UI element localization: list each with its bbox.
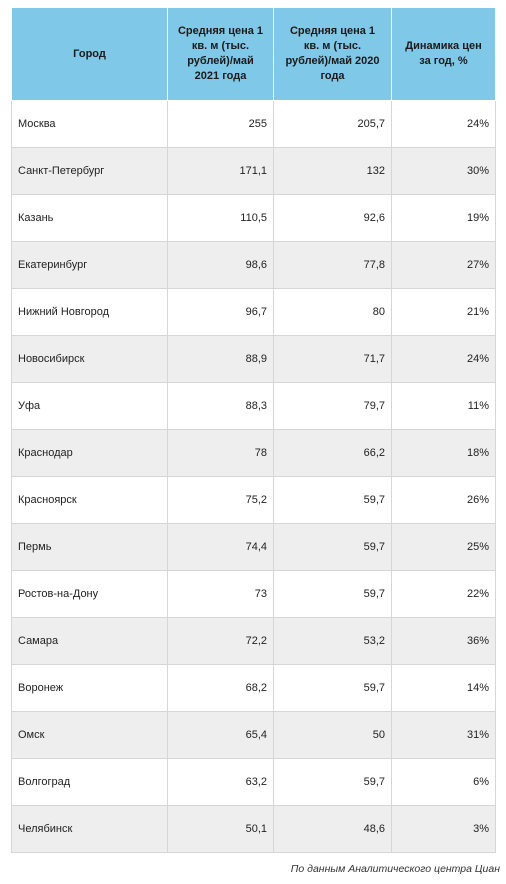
cell-price-2021: 50,1: [167, 805, 274, 853]
cell-city: Красноярск: [11, 476, 168, 524]
cell-price-2021: 171,1: [167, 147, 274, 195]
table-row: Волгоград 63,2 59,7 6%: [11, 758, 496, 806]
cell-price-2020: 59,7: [273, 664, 392, 712]
source-note: По данным Аналитического центра Циан: [290, 863, 500, 875]
cell-price-2020: 77,8: [273, 241, 392, 289]
header-price-2020: Средняя цена 1 кв. м (тыс. рублей)/май 2…: [273, 7, 392, 101]
cell-price-2021: 96,7: [167, 288, 274, 336]
cell-city: Новосибирск: [11, 335, 168, 383]
cell-price-2020: 59,7: [273, 758, 392, 806]
cell-price-change: 24%: [391, 335, 496, 383]
table-row: Красноярск 75,2 59,7 26%: [11, 476, 496, 524]
cell-price-2021: 68,2: [167, 664, 274, 712]
cell-city: Казань: [11, 194, 168, 242]
header-price-change: Динамика цен за год, %: [391, 7, 496, 101]
cell-price-2021: 72,2: [167, 617, 274, 665]
cell-price-2021: 110,5: [167, 194, 274, 242]
cell-price-change: 24%: [391, 100, 496, 148]
cell-price-2021: 98,6: [167, 241, 274, 289]
table-row: Новосибирск 88,9 71,7 24%: [11, 335, 496, 383]
table-body: Москва 255 205,7 24% Санкт-Петербург 171,1 132…: [11, 100, 496, 853]
cell-price-2020: 59,7: [273, 523, 392, 571]
cell-price-2020: 80: [273, 288, 392, 336]
cell-price-change: 21%: [391, 288, 496, 336]
cell-price-2020: 66,2: [273, 429, 392, 477]
cell-price-change: 22%: [391, 570, 496, 618]
table-row: Ростов-на-Дону 73 59,7 22%: [11, 570, 496, 618]
cell-price-2020: 48,6: [273, 805, 392, 853]
cell-price-2021: 255: [167, 100, 274, 148]
cell-price-change: 11%: [391, 382, 496, 430]
table-row: Москва 255 205,7 24%: [11, 100, 496, 148]
table-row: Воронеж 68,2 59,7 14%: [11, 664, 496, 712]
table-row: Краснодар 78 66,2 18%: [11, 429, 496, 477]
cell-city: Самара: [11, 617, 168, 665]
cell-price-2021: 63,2: [167, 758, 274, 806]
cell-price-2020: 71,7: [273, 335, 392, 383]
cell-price-2021: 75,2: [167, 476, 274, 524]
cell-price-change: 19%: [391, 194, 496, 242]
cell-price-2020: 50: [273, 711, 392, 759]
table-row: Омск 65,4 50 31%: [11, 711, 496, 759]
table-row: Самара 72,2 53,2 36%: [11, 617, 496, 665]
cell-price-2020: 132: [273, 147, 392, 195]
table-row: Челябинск 50,1 48,6 3%: [11, 805, 496, 853]
table-header: Город Средняя цена 1 кв. м (тыс. рублей)…: [11, 7, 496, 101]
cell-price-change: 25%: [391, 523, 496, 571]
table-row: Пермь 74,4 59,7 25%: [11, 523, 496, 571]
cell-price-change: 6%: [391, 758, 496, 806]
header-price-2021: Средняя цена 1 кв. м (тыс. рублей)/май 2…: [167, 7, 274, 101]
header-row: Город Средняя цена 1 кв. м (тыс. рублей)…: [11, 7, 496, 101]
cell-city: Нижний Новгород: [11, 288, 168, 336]
cell-price-2021: 78: [167, 429, 274, 477]
cell-city: Пермь: [11, 523, 168, 571]
cell-price-2020: 59,7: [273, 476, 392, 524]
cell-city: Волгоград: [11, 758, 168, 806]
price-table-container: Город Средняя цена 1 кв. м (тыс. рублей)…: [11, 7, 496, 853]
cell-price-change: 36%: [391, 617, 496, 665]
cell-city: Москва: [11, 100, 168, 148]
cell-price-2021: 73: [167, 570, 274, 618]
cell-price-2021: 65,4: [167, 711, 274, 759]
cell-price-2020: 205,7: [273, 100, 392, 148]
price-table: Город Средняя цена 1 кв. м (тыс. рублей)…: [11, 7, 496, 853]
cell-city: Воронеж: [11, 664, 168, 712]
table-row: Санкт-Петербург 171,1 132 30%: [11, 147, 496, 195]
cell-price-change: 3%: [391, 805, 496, 853]
cell-city: Уфа: [11, 382, 168, 430]
cell-city: Краснодар: [11, 429, 168, 477]
cell-price-change: 27%: [391, 241, 496, 289]
cell-price-change: 14%: [391, 664, 496, 712]
cell-city: Омск: [11, 711, 168, 759]
table-row: Екатеринбург 98,6 77,8 27%: [11, 241, 496, 289]
cell-price-2020: 53,2: [273, 617, 392, 665]
cell-price-2021: 74,4: [167, 523, 274, 571]
cell-city: Санкт-Петербург: [11, 147, 168, 195]
table-row: Уфа 88,3 79,7 11%: [11, 382, 496, 430]
cell-city: Ростов-на-Дону: [11, 570, 168, 618]
cell-price-2021: 88,9: [167, 335, 274, 383]
cell-city: Челябинск: [11, 805, 168, 853]
cell-price-2020: 79,7: [273, 382, 392, 430]
table-row: Нижний Новгород 96,7 80 21%: [11, 288, 496, 336]
cell-price-2020: 92,6: [273, 194, 392, 242]
header-city: Город: [11, 7, 168, 101]
cell-price-change: 30%: [391, 147, 496, 195]
cell-price-2020: 59,7: [273, 570, 392, 618]
table-row: Казань 110,5 92,6 19%: [11, 194, 496, 242]
cell-price-change: 31%: [391, 711, 496, 759]
cell-price-2021: 88,3: [167, 382, 274, 430]
cell-price-change: 26%: [391, 476, 496, 524]
cell-price-change: 18%: [391, 429, 496, 477]
cell-city: Екатеринбург: [11, 241, 168, 289]
